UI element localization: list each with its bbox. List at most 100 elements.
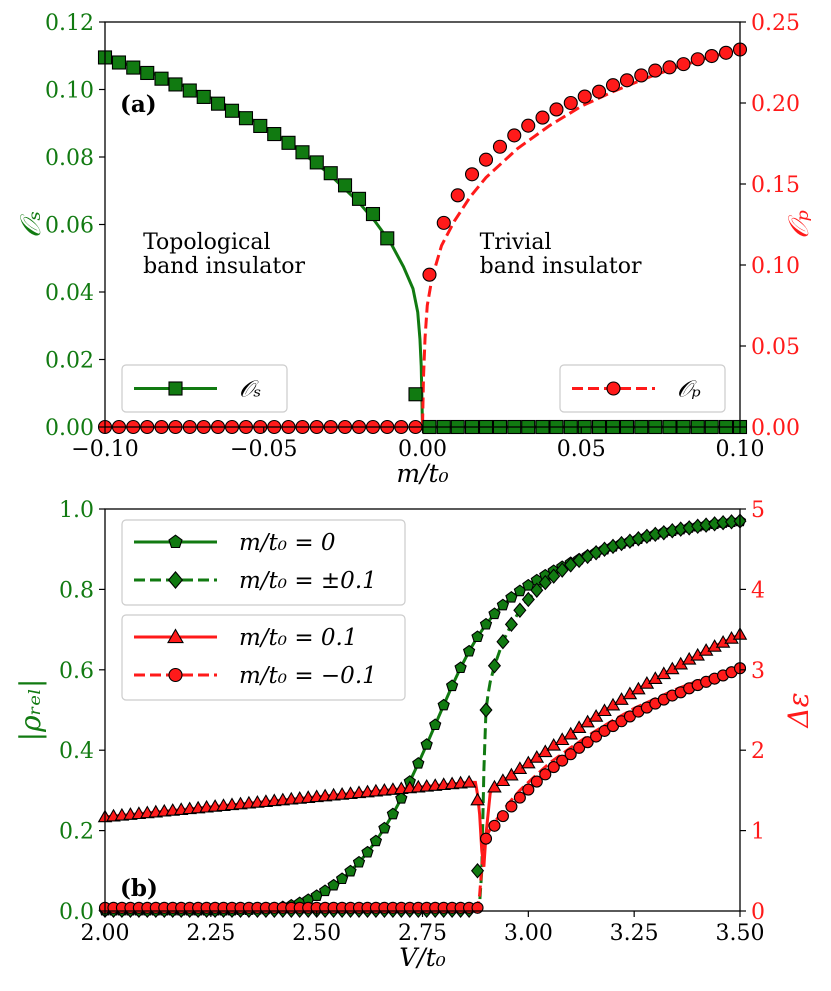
annotation-text: band insulator [480, 254, 642, 279]
data-point [352, 855, 366, 868]
data-point [648, 63, 663, 78]
data-point [454, 661, 467, 674]
data-point [337, 178, 353, 193]
right-tick-label: 4 [751, 578, 765, 603]
data-point [492, 139, 508, 154]
left-tick-label: 0.06 [45, 214, 94, 239]
data-point [445, 679, 459, 692]
data-point [437, 698, 450, 711]
legend-marker [167, 571, 184, 589]
x-axis-label: V/t₀ [399, 943, 446, 972]
data-point [479, 702, 493, 718]
data-point [470, 863, 485, 879]
x-tick-label: 0.00 [398, 437, 447, 462]
data-point [564, 748, 577, 761]
left-tick-label: 0.10 [45, 79, 94, 104]
data-point [496, 810, 509, 823]
data-point [420, 738, 433, 750]
data-point [224, 103, 240, 118]
right-tick-label: 0.10 [751, 254, 800, 279]
data-point [253, 118, 268, 133]
right-tick-label: 2 [751, 739, 765, 764]
data-point [507, 128, 522, 143]
data-point [323, 166, 338, 181]
x-tick-label: 0.10 [716, 437, 765, 462]
data-point [462, 644, 476, 657]
left-tick-label: 0.6 [59, 659, 94, 684]
data-point [619, 73, 635, 88]
data-point [378, 821, 391, 834]
legend-label: m/t₀ = −0.1 [239, 663, 377, 689]
data-point [496, 633, 510, 650]
left-tick-label: 1.0 [59, 498, 94, 523]
data-point [281, 135, 296, 150]
data-point [365, 206, 381, 222]
y-axis-label-right: Δε [782, 692, 815, 728]
data-point [573, 741, 586, 754]
data-point [395, 792, 408, 804]
legend-a-1: 𝒪ₚ [559, 364, 726, 413]
legend-label: 𝒪ₚ [677, 377, 701, 403]
x-tick-label: 3.00 [504, 921, 553, 946]
chart-panel-a: −0.10 −0.05 0.00 0.05 0.100.000.020.040.060.… [14, 11, 815, 488]
y-axis-label-left: |ρᵣₑₗ| [14, 679, 47, 742]
right-tick-label: 0 [751, 900, 765, 925]
data-point [547, 761, 560, 774]
data-point [238, 111, 254, 126]
right-tick-label: 0.05 [751, 335, 800, 360]
data-point [605, 78, 621, 93]
right-tick-label: 0.20 [751, 92, 800, 117]
left-tick-label: 0.12 [45, 11, 94, 36]
data-point [662, 60, 677, 75]
data-point [535, 110, 550, 125]
x-tick-label: 0.05 [557, 437, 606, 462]
data-point [267, 127, 282, 142]
x-tick-label: −0.05 [230, 437, 297, 462]
legend-label: m/t₀ = 0.1 [239, 625, 358, 651]
y-axis-label-right: 𝒪ₚ [782, 210, 815, 239]
data-point [522, 783, 535, 796]
panel-label: (a) [120, 91, 157, 118]
data-point [591, 84, 607, 99]
data-point [513, 791, 526, 804]
data-point [429, 718, 442, 731]
data-point [140, 65, 155, 81]
data-point [309, 155, 324, 170]
data-point [487, 779, 502, 793]
legend-marker [168, 534, 183, 549]
legend-marker [168, 667, 183, 683]
x-tick-label: 3.50 [716, 921, 765, 946]
data-point [168, 77, 183, 92]
data-point [547, 568, 561, 584]
y-axis-label-left: 𝒪ₛ [14, 211, 47, 238]
data-point [126, 60, 141, 75]
panel-label: (b) [120, 875, 158, 902]
data-point [450, 188, 465, 203]
data-point [479, 617, 493, 630]
left-tick-label: 0.08 [45, 146, 94, 171]
data-point [549, 102, 564, 117]
left-tick-label: 0.2 [59, 820, 94, 845]
annotation-text: Topological [143, 230, 270, 255]
data-point [471, 630, 484, 643]
data-point [676, 57, 691, 72]
series-markers-b-2 [97, 626, 748, 823]
data-point [704, 48, 719, 64]
data-point [422, 267, 437, 282]
data-point [530, 775, 543, 788]
data-point [154, 71, 169, 86]
data-point [538, 574, 552, 591]
data-point [581, 736, 594, 749]
left-tick-label: 0.04 [45, 281, 94, 306]
annotation-text: band insulator [143, 254, 305, 279]
data-point [351, 191, 367, 206]
data-point [344, 864, 357, 877]
plot-area-b [97, 513, 748, 918]
data-point [479, 832, 493, 845]
data-point [634, 68, 649, 83]
data-point [361, 845, 374, 858]
data-point [464, 167, 480, 182]
legend-marker [168, 381, 183, 396]
right-tick-label: 1 [751, 820, 765, 845]
